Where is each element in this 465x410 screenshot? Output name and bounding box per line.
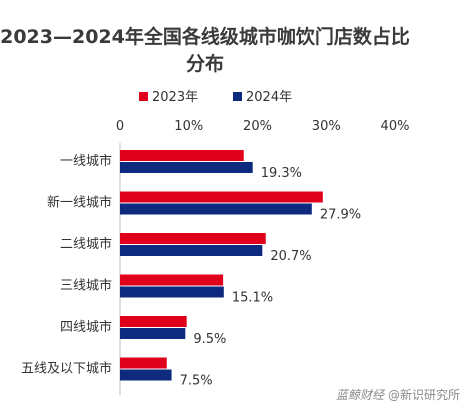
chart-title: 2023—2024年全国各线级城市咖饮门店数占比 分布 — [0, 25, 410, 75]
x-tick-label: 30% — [312, 119, 341, 134]
bar-2023 — [120, 150, 244, 161]
watermark-source: @新识研究所 — [388, 387, 460, 402]
category-label: 一线城市 — [60, 153, 112, 169]
watermark: 蓝鲸财经 @新识研究所 — [336, 387, 460, 402]
bar-2023 — [120, 274, 224, 286]
bar-2023 — [120, 357, 167, 369]
bar-2024 — [120, 369, 172, 381]
data-label-2024: 9.5% — [193, 332, 226, 347]
category-label: 二线城市 — [60, 236, 112, 252]
legend: 2023年 2024年 — [139, 90, 292, 105]
category-label: 新一线城市 — [47, 195, 112, 211]
x-tick-label: 20% — [243, 119, 272, 134]
data-label-2024: 7.5% — [180, 374, 213, 389]
bar-2024 — [120, 203, 312, 215]
watermark-brand: 蓝鲸财经 — [336, 388, 386, 402]
bars — [120, 150, 323, 381]
bar-2024 — [120, 286, 224, 298]
bar-2024 — [120, 245, 263, 256]
category-label: 四线城市 — [60, 319, 112, 335]
bar-2024 — [120, 328, 186, 339]
x-tick-label: 10% — [174, 119, 203, 134]
category-label: 三线城市 — [60, 278, 112, 294]
data-label-2024: 20.7% — [270, 249, 311, 264]
bar-2023 — [120, 191, 323, 203]
bar-2023 — [120, 316, 187, 327]
legend-label-2024: 2024年 — [246, 90, 292, 105]
bar-2024 — [120, 162, 253, 173]
bar-2023 — [120, 233, 266, 244]
legend-label-2023: 2023年 — [152, 90, 198, 105]
legend-swatch-2023 — [139, 92, 148, 101]
title-line-2: 分布 — [186, 52, 224, 75]
title-line-1: 2023—2024年全国各线级城市咖饮门店数占比 — [0, 25, 410, 48]
data-label-2024: 19.3% — [261, 166, 302, 181]
data-label-2024: 27.9% — [320, 208, 361, 223]
x-tick-label: 40% — [381, 119, 410, 134]
x-axis-ticks: 0 10% 20% 30% 40% — [116, 119, 410, 134]
x-tick-label: 0 — [116, 119, 124, 134]
category-label: 五线及以下城市 — [21, 361, 112, 377]
data-label-2024: 15.1% — [232, 291, 273, 306]
value-labels: 19.3% 27.9% 20.7% 15.1% 9.5% 7.5% — [180, 166, 362, 389]
legend-swatch-2024 — [233, 92, 242, 101]
